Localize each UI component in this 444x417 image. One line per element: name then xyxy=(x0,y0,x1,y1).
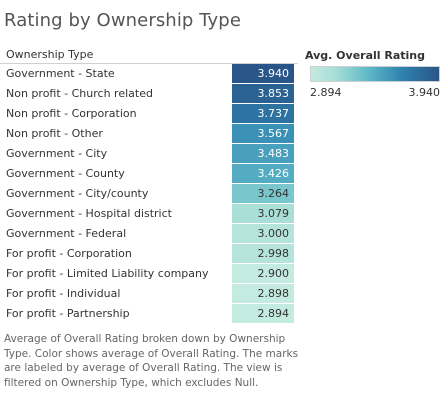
rating-cell[interactable]: 3.426 xyxy=(232,164,294,183)
rating-value-label: 2.900 xyxy=(257,267,290,280)
rating-value-label: 3.426 xyxy=(257,167,290,180)
legend-title: Avg. Overall Rating xyxy=(305,49,426,62)
row-label: Government - Hospital district xyxy=(6,207,172,220)
rating-cell[interactable]: 3.737 xyxy=(232,104,294,123)
rating-value-label: 3.079 xyxy=(257,207,290,220)
rating-cell[interactable]: 2.998 xyxy=(232,244,294,263)
table-row[interactable]: Non profit - Other 3.567 xyxy=(0,124,298,144)
rating-cell[interactable]: 3.000 xyxy=(232,224,294,243)
legend-max-label: 3.940 xyxy=(408,86,441,99)
rating-value-label: 3.264 xyxy=(257,187,290,200)
table-row[interactable]: Government - County 3.426 xyxy=(0,164,298,184)
row-label: Non profit - Other xyxy=(6,127,103,140)
rating-cell[interactable]: 3.079 xyxy=(232,204,294,223)
rating-cell[interactable]: 2.898 xyxy=(232,284,294,303)
rating-value-label: 2.898 xyxy=(257,287,290,300)
chart-title: Rating by Ownership Type xyxy=(4,10,242,31)
legend-min-label: 2.894 xyxy=(310,86,342,99)
table-row[interactable]: Non profit - Church related 3.853 xyxy=(0,84,298,104)
row-label: Non profit - Corporation xyxy=(6,107,137,120)
table-row[interactable]: Government - State 3.940 xyxy=(0,64,298,84)
table-row[interactable]: Non profit - Corporation 3.737 xyxy=(0,104,298,124)
row-label: For profit - Limited Liability company xyxy=(6,267,209,280)
row-label: Non profit - Church related xyxy=(6,87,153,100)
row-label: Government - City xyxy=(6,147,108,160)
rating-value-label: 3.567 xyxy=(257,127,290,140)
row-label: For profit - Partnership xyxy=(6,307,130,320)
table-row[interactable]: For profit - Partnership 2.894 xyxy=(0,304,298,324)
rating-value-label: 2.998 xyxy=(257,247,290,260)
row-label: For profit - Individual xyxy=(6,287,121,300)
chart-caption: Average of Overall Rating broken down by… xyxy=(4,333,299,389)
rating-value-label: 3.000 xyxy=(257,227,290,240)
rating-cell[interactable]: 3.567 xyxy=(232,124,294,143)
table-row[interactable]: Government - City/county 3.264 xyxy=(0,184,298,204)
row-label: Government - Federal xyxy=(6,227,127,240)
row-label: Government - City/county xyxy=(6,187,149,200)
table-row[interactable]: For profit - Corporation 2.998 xyxy=(0,244,298,264)
header-divider xyxy=(0,63,298,64)
rating-cell[interactable]: 3.483 xyxy=(232,144,294,163)
rating-value-label: 3.737 xyxy=(257,107,290,120)
rating-table: Government - State 3.940 Non profit - Chur… xyxy=(0,64,298,324)
legend-color-ramp[interactable] xyxy=(310,66,440,82)
table-row[interactable]: For profit - Limited Liability company 2.… xyxy=(0,264,298,284)
row-label: For profit - Corporation xyxy=(6,247,132,260)
table-row[interactable]: Government - City 3.483 xyxy=(0,144,298,164)
rating-cell[interactable]: 3.264 xyxy=(232,184,294,203)
table-row[interactable]: For profit - Individual 2.898 xyxy=(0,284,298,304)
table-row[interactable]: Government - Hospital district 3.079 xyxy=(0,204,298,224)
rating-cell[interactable]: 2.900 xyxy=(232,264,294,283)
row-label: Government - County xyxy=(6,167,125,180)
rating-value-label: 3.483 xyxy=(257,147,290,160)
rating-value-label: 3.940 xyxy=(257,67,290,80)
row-label: Government - State xyxy=(6,67,115,80)
rating-value-label: 3.853 xyxy=(257,87,290,100)
rating-cell[interactable]: 3.940 xyxy=(232,64,294,83)
rating-value-label: 2.894 xyxy=(257,307,290,320)
rating-cell[interactable]: 2.894 xyxy=(232,304,294,323)
rating-cell[interactable]: 3.853 xyxy=(232,84,294,103)
table-row[interactable]: Government - Federal 3.000 xyxy=(0,224,298,244)
column-header-ownership-type[interactable]: Ownership Type xyxy=(6,48,94,61)
